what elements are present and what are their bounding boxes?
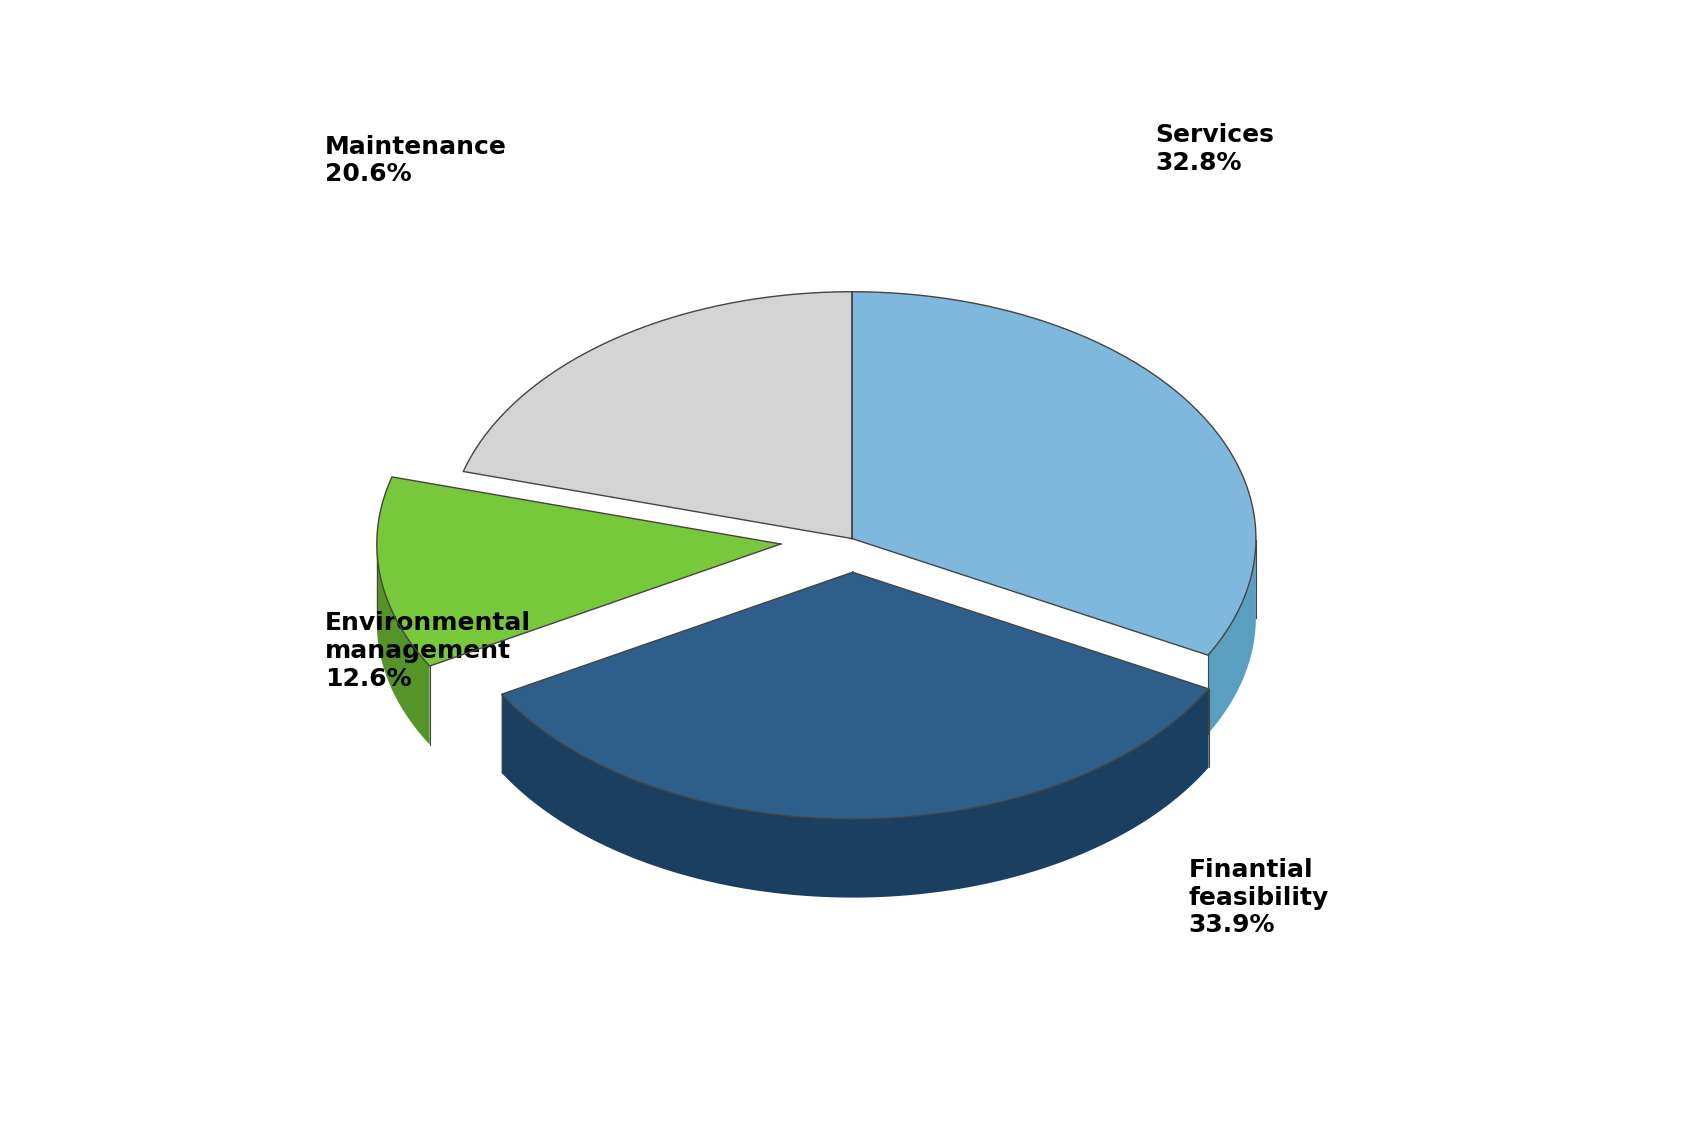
Polygon shape	[377, 477, 780, 666]
Polygon shape	[852, 292, 1256, 655]
Text: Environmental
management
12.6%: Environmental management 12.6%	[325, 611, 530, 690]
Polygon shape	[501, 689, 1208, 898]
Text: Services
32.8%: Services 32.8%	[1155, 123, 1275, 175]
Polygon shape	[1208, 540, 1256, 734]
Text: Maintenance
20.6%: Maintenance 20.6%	[325, 135, 506, 186]
Polygon shape	[377, 545, 429, 745]
Polygon shape	[463, 292, 852, 539]
Text: Finantial
feasibility
33.9%: Finantial feasibility 33.9%	[1189, 858, 1329, 937]
Polygon shape	[501, 572, 1208, 819]
